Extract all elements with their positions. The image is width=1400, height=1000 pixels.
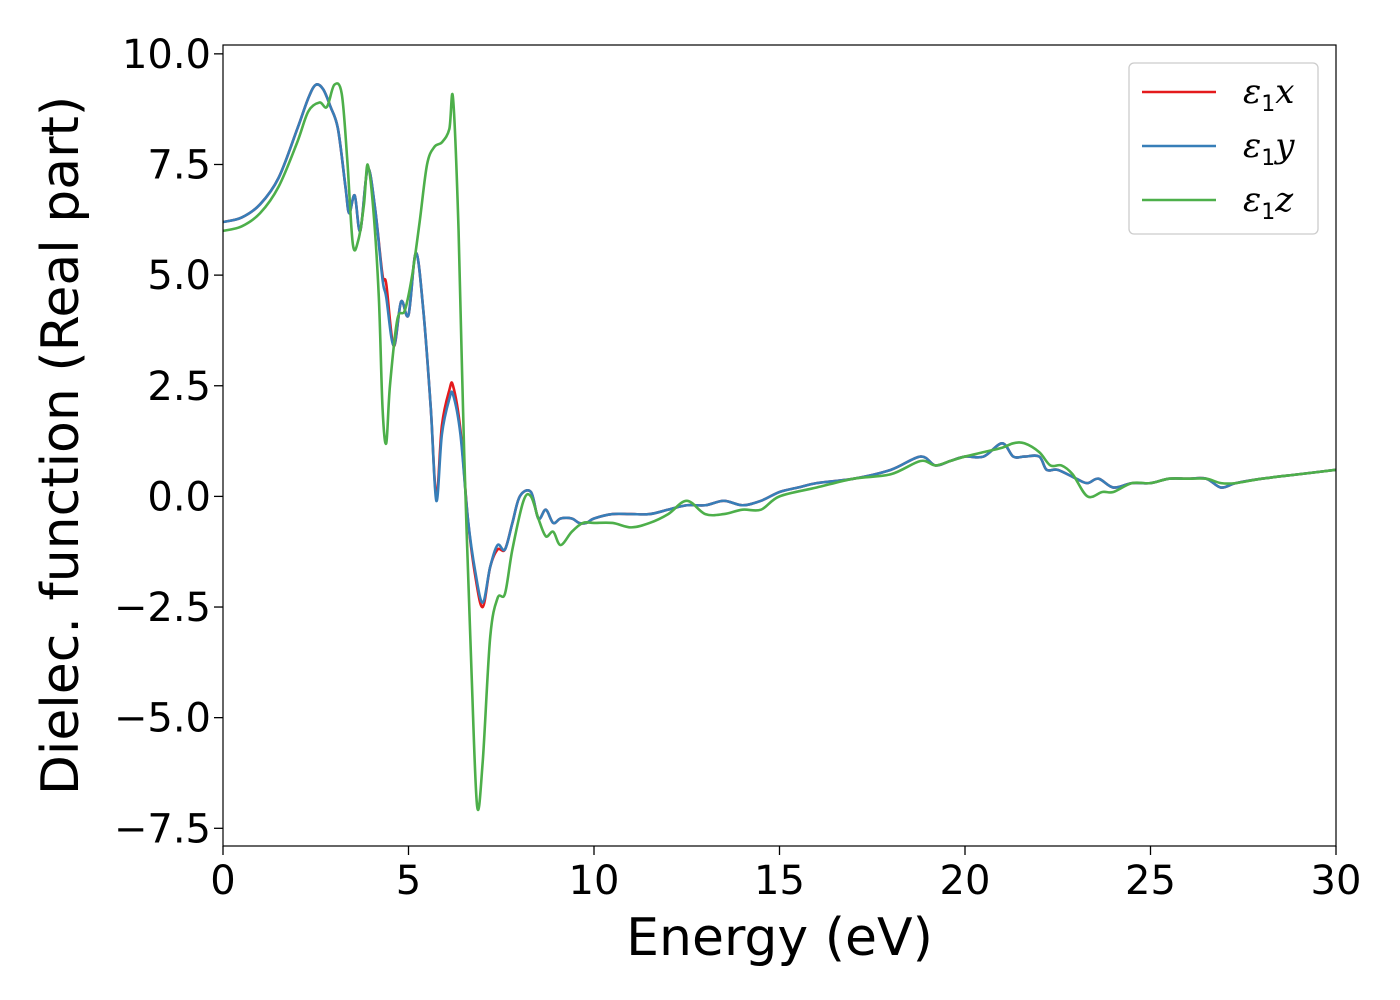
x-tick-label: 30 [1311,858,1362,904]
x-tick-label: 5 [396,858,421,904]
plot-lines [223,82,1336,812]
legend-variable: z [1274,180,1294,220]
x-tick-label: 20 [940,858,991,904]
y-tick-label: 10.0 [122,32,211,78]
legend-label-y: ε1y [1243,126,1295,171]
x-axis-ticks: 0 5 10 15 20 25 30 [210,846,1361,904]
y-tick-label: −5.0 [114,696,211,742]
y-axis-title: Dielec. function (Real part) [31,96,91,795]
y-axis-ticks: 10.0 7.5 5.0 2.5 0.0 −2.5 −5.0 −7.5 [114,32,223,852]
legend-label-x: ε1x [1243,72,1294,117]
legend-variable: y [1273,126,1295,166]
legend-symbol: ε [1243,126,1261,166]
legend-box [1128,62,1319,235]
y-tick-label: −7.5 [114,806,211,852]
legend-subscript: 1 [1261,146,1275,171]
y-tick-label: 5.0 [147,253,211,299]
x-tick-label: 25 [1125,858,1176,904]
y-tick-label: 2.5 [147,364,211,410]
legend-symbol: ε [1243,180,1261,220]
x-tick-label: 10 [569,858,620,904]
y-tick-label: 0.0 [147,474,211,520]
x-axis-title: Energy (eV) [626,908,933,968]
x-tick-label: 15 [754,858,805,904]
legend-label-z: ε1z [1243,180,1294,225]
legend-symbol: ε [1243,72,1261,112]
series-line-z [223,82,1336,812]
legend-subscript: 1 [1261,92,1275,117]
legend-variable: x [1275,72,1294,112]
y-tick-label: 7.5 [147,142,211,188]
legend-subscript: 1 [1261,200,1275,225]
y-tick-label: −2.5 [114,585,211,631]
x-tick-label: 0 [210,858,235,904]
